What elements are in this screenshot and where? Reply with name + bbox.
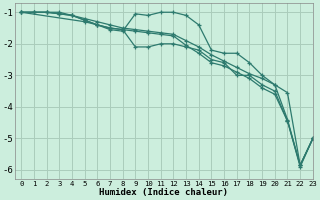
- X-axis label: Humidex (Indice chaleur): Humidex (Indice chaleur): [100, 188, 228, 197]
